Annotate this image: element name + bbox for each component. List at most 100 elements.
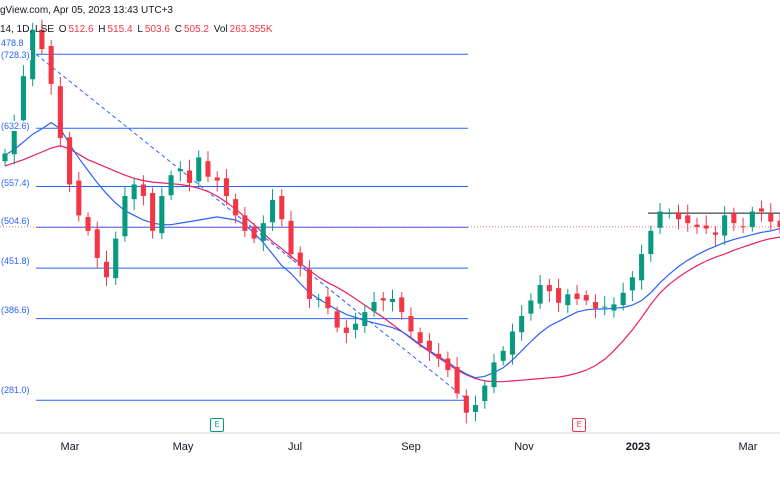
candle xyxy=(140,175,146,206)
candle xyxy=(408,307,414,338)
candle xyxy=(592,294,599,319)
candle xyxy=(103,250,110,286)
candle-body xyxy=(722,215,728,236)
volume-value: 263.355K xyxy=(229,24,273,35)
candle-body xyxy=(546,285,552,292)
candle-body xyxy=(574,293,580,299)
candle-body xyxy=(556,288,562,303)
high-value: 515.4 xyxy=(107,24,133,35)
candle xyxy=(602,295,608,316)
trendline-group[interactable] xyxy=(0,53,780,401)
low-key: L xyxy=(137,24,143,35)
candle xyxy=(343,319,349,344)
candle xyxy=(159,187,165,240)
candle xyxy=(325,288,331,315)
candle xyxy=(519,305,525,341)
candle-body xyxy=(731,213,737,224)
candle-body xyxy=(2,153,8,162)
candle xyxy=(362,305,368,333)
candle xyxy=(168,170,174,200)
candle-body xyxy=(491,362,497,388)
candle-body xyxy=(519,315,525,333)
candle-body xyxy=(288,220,294,255)
candle-body xyxy=(306,269,313,299)
candle xyxy=(85,212,91,236)
candle xyxy=(454,356,460,399)
candle xyxy=(417,327,423,348)
candle-body xyxy=(85,216,91,231)
candle-body xyxy=(159,196,165,234)
candle xyxy=(472,395,479,422)
candle xyxy=(270,189,276,231)
volume-key: Vol xyxy=(213,24,228,35)
candle-body xyxy=(445,358,451,371)
candle xyxy=(150,187,156,239)
candle xyxy=(712,226,718,246)
earnings-event-icon[interactable]: E xyxy=(210,418,224,432)
candle-body xyxy=(657,211,663,228)
candle-body xyxy=(417,332,423,344)
candle-body xyxy=(260,223,266,241)
candle xyxy=(528,293,534,321)
candle-body xyxy=(666,213,672,215)
candle xyxy=(57,76,63,148)
candle xyxy=(463,389,469,424)
candle xyxy=(574,285,580,306)
candle-body xyxy=(426,340,432,351)
candle-body xyxy=(472,404,479,412)
x-tick-nov: Nov xyxy=(514,441,534,453)
candle-body xyxy=(362,312,368,327)
candle xyxy=(39,19,45,55)
candle xyxy=(436,343,442,368)
candle xyxy=(94,221,100,268)
candle xyxy=(2,148,8,166)
candle xyxy=(205,151,211,183)
candle-body xyxy=(509,331,515,355)
candle xyxy=(482,380,488,409)
candle xyxy=(214,171,220,192)
candle xyxy=(297,246,303,277)
candle-body xyxy=(177,168,183,172)
candle-body xyxy=(675,212,682,220)
candle xyxy=(389,289,396,312)
close-value: 505.2 xyxy=(183,24,209,35)
candle-body xyxy=(620,292,626,306)
candle xyxy=(306,260,313,309)
fib-label-2: (557.4) xyxy=(0,178,31,188)
candle-body xyxy=(768,213,774,222)
candle xyxy=(260,215,266,251)
candle-body xyxy=(777,220,780,227)
x-tick-sep: Sep xyxy=(401,441,421,453)
candle-body xyxy=(251,227,257,239)
candle-body xyxy=(223,178,229,197)
candle xyxy=(657,203,663,234)
candle xyxy=(380,291,386,312)
extra-indicator-value: 478.8 xyxy=(0,38,25,48)
candle-body xyxy=(113,238,119,279)
low-value: 503.6 xyxy=(144,24,170,35)
candle-body xyxy=(629,277,635,291)
candle-body xyxy=(334,311,340,328)
candle xyxy=(334,306,340,333)
fib-label-6: (281.0) xyxy=(0,385,31,395)
ma-short-line xyxy=(4,121,780,379)
candle-body xyxy=(343,327,349,333)
candle xyxy=(611,297,617,318)
candle-body xyxy=(325,296,331,309)
fib-label-1: (632.6) xyxy=(0,121,31,131)
x-tick-2023: 2023 xyxy=(625,441,651,453)
candle-body xyxy=(759,208,765,212)
earnings-event-icon-negative[interactable]: E xyxy=(572,418,586,432)
candle-body xyxy=(537,285,543,304)
candle-body xyxy=(140,184,146,197)
candle-body xyxy=(67,137,73,185)
candle-body xyxy=(454,367,460,394)
candle xyxy=(196,150,202,189)
chart-source-info: gView.com, Apr 05, 2023 13:43 UTC+3 xyxy=(0,5,173,16)
candle-body xyxy=(712,232,718,235)
x-tick-mar: Mar xyxy=(60,441,80,453)
candle-body xyxy=(740,226,746,228)
ticker-label: 14, 1D, LSE xyxy=(0,24,54,35)
candle xyxy=(426,332,432,361)
